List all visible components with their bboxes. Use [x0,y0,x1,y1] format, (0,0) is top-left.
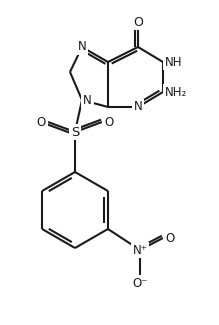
Text: O: O [37,115,46,128]
Text: O: O [104,115,113,128]
Text: O⁻: O⁻ [132,277,148,290]
Text: NH: NH [165,56,182,69]
Text: N: N [78,41,86,54]
Text: N⁺: N⁺ [132,243,147,256]
Text: NH₂: NH₂ [165,85,187,98]
Text: O: O [133,16,143,29]
Text: N: N [83,94,92,107]
Text: O: O [165,231,174,244]
Text: S: S [71,125,79,138]
Text: N: N [134,100,142,113]
